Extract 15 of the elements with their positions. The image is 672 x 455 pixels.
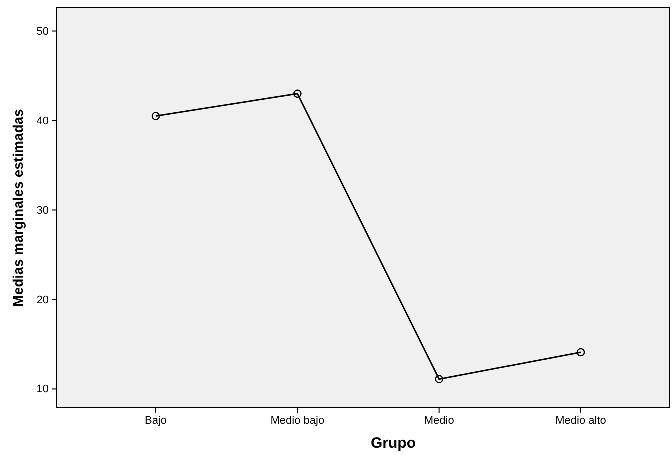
y-tick-label: 30 bbox=[36, 204, 49, 217]
x-axis-title: Grupo bbox=[371, 435, 416, 452]
x-tick-label: Medio bbox=[424, 414, 454, 427]
y-tick-label: 50 bbox=[36, 26, 49, 38]
point bbox=[294, 90, 302, 98]
y-tick-label: 20 bbox=[36, 294, 49, 306]
y-axis-title: Medias marginales estimadas bbox=[10, 108, 26, 307]
x-tick-label: Medio bajo bbox=[270, 414, 325, 427]
point bbox=[152, 112, 160, 120]
point bbox=[576, 348, 586, 357]
x-tick-label: Medio alto bbox=[556, 414, 606, 427]
y-tick-label: 10 bbox=[36, 384, 49, 396]
y-tick-label: 40 bbox=[36, 115, 49, 128]
point bbox=[435, 375, 444, 384]
x-tick-label: Bajo bbox=[144, 414, 168, 427]
